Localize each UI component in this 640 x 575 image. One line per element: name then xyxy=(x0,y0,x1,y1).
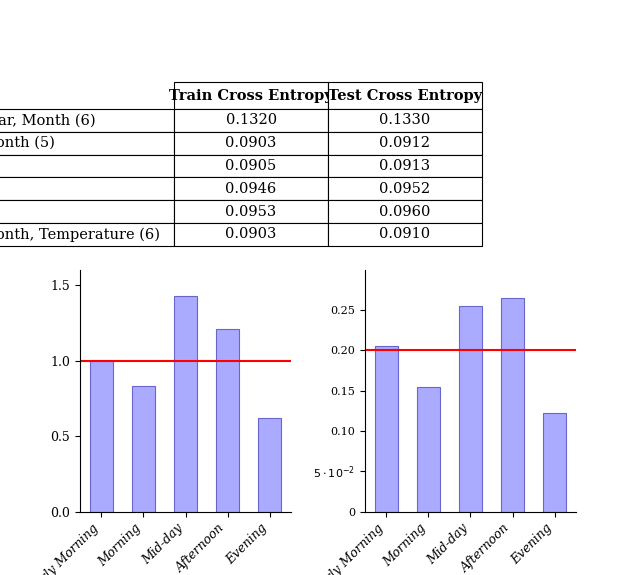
Bar xyxy=(501,298,524,512)
Bar xyxy=(132,386,155,512)
Bar xyxy=(543,413,566,512)
Bar xyxy=(417,387,440,512)
Bar xyxy=(374,347,397,512)
Bar xyxy=(174,296,197,512)
Bar xyxy=(216,329,239,512)
Bar xyxy=(90,361,113,512)
Bar xyxy=(459,306,482,512)
Bar xyxy=(259,418,282,512)
